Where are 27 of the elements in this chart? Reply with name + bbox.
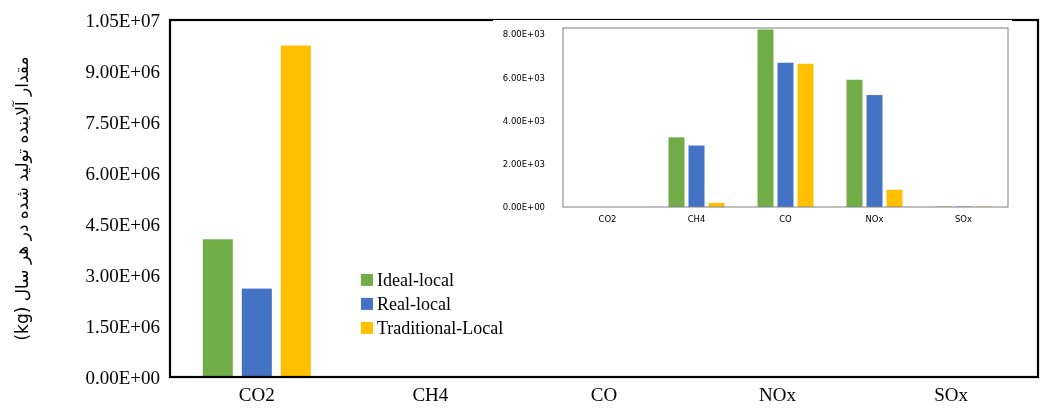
x-tick-label: NOx <box>865 214 884 224</box>
x-tick-label: NOx <box>759 384 797 405</box>
legend-label: Traditional-Local <box>376 317 504 338</box>
y-tick-label: 6.00E+03 <box>502 72 545 83</box>
x-tick-label: CO2 <box>238 384 275 405</box>
y-tick-label: 3.00E+06 <box>85 264 160 286</box>
x-tick-label: SOx <box>934 384 969 405</box>
y-tick-label: 1.50E+06 <box>85 315 160 337</box>
y-tick-label: 9.00E+06 <box>85 60 160 82</box>
x-tick-label: CH4 <box>687 214 706 224</box>
y-tick-label: 0.00E+00 <box>502 202 545 212</box>
y-tick-label: 4.00E+03 <box>502 115 545 126</box>
y-tick-label: 8.00E+03 <box>502 29 545 40</box>
y-axis-title: مقدار آلاینده تولید شده در هر سال (kg) <box>11 56 32 341</box>
x-tick-label: CO <box>779 214 793 224</box>
y-tick-label: 4.50E+06 <box>85 213 160 235</box>
x-tick-label: CH4 <box>412 384 449 405</box>
y-tick-label: 2.00E+03 <box>502 158 545 169</box>
x-tick-label: SOx <box>954 214 973 224</box>
y-tick-label: 7.50E+06 <box>85 111 160 133</box>
x-tick-label: CO <box>590 384 618 405</box>
y-tick-label: 1.05E+07 <box>85 9 160 31</box>
x-tick-label: CO2 <box>598 214 617 224</box>
y-tick-label: 6.00E+06 <box>85 162 160 184</box>
legend-label: Ideal-local <box>376 269 454 290</box>
legend-label: Real-local <box>376 293 451 314</box>
y-tick-label: 0.00E+00 <box>85 366 160 388</box>
